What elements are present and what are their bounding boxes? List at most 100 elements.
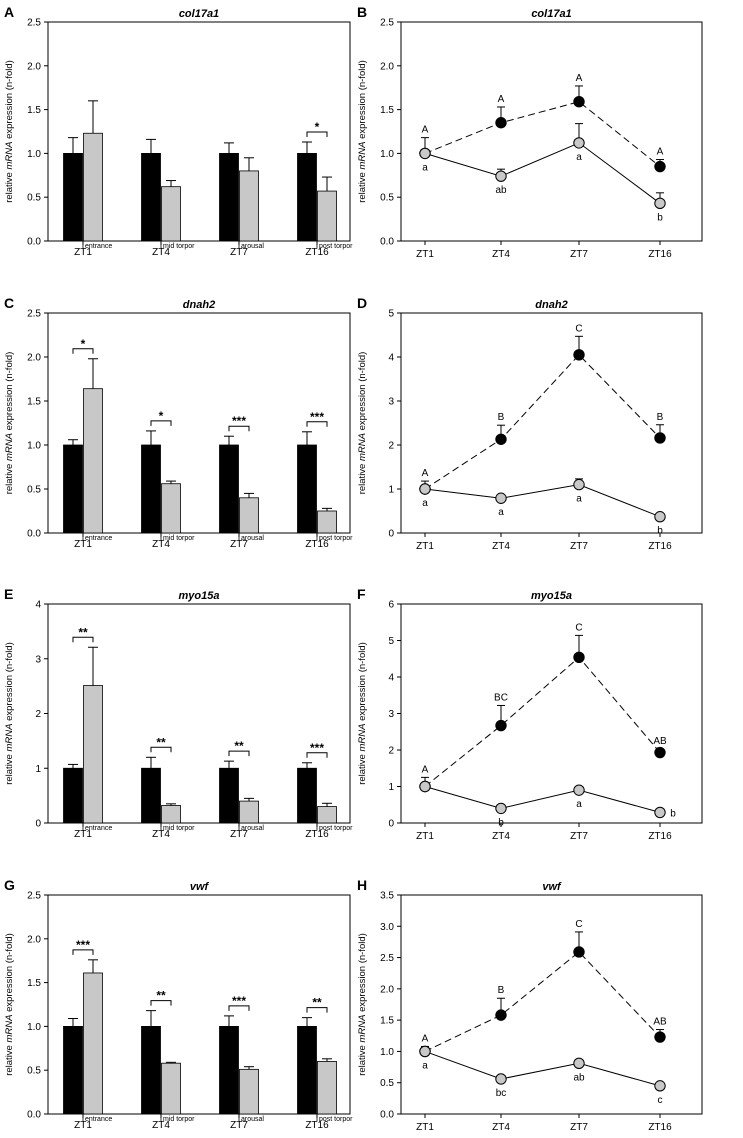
bar-control <box>141 767 161 824</box>
y-tick-label: 0.5 <box>380 1078 394 1089</box>
y-axis-label-pre: relative <box>4 170 15 203</box>
y-tick-label: 2.5 <box>27 309 41 320</box>
y-tick-label: 1.0 <box>27 441 41 452</box>
point-control <box>495 117 507 129</box>
panel-label: B <box>357 4 367 20</box>
y-axis-label-em: mRNA <box>357 142 368 170</box>
y-tick-label: 0.0 <box>27 237 41 248</box>
y-axis-label: relative mRNA expression (n-fold) <box>4 352 15 495</box>
point-torpor <box>419 1045 431 1058</box>
panel-label: F <box>357 586 366 602</box>
letter-upper: B <box>498 985 505 996</box>
x-tick-label: ZT16 <box>305 1120 329 1131</box>
y-tick-label: 2.0 <box>27 934 41 945</box>
x-tick-label: ZT4 <box>152 247 170 258</box>
y-tick-label: 0.5 <box>380 193 394 204</box>
y-tick-label: 0.0 <box>27 529 41 540</box>
y-tick-label: 0.5 <box>27 485 41 496</box>
significance-marker: ** <box>156 735 166 749</box>
x-tick-label: ZT1 <box>74 539 92 550</box>
significance-marker: ** <box>234 739 244 753</box>
letter-lower: a <box>498 507 504 518</box>
letter-lower: bc <box>496 1088 507 1099</box>
y-tick-label: 0 <box>388 529 394 540</box>
y-tick-label: 3.0 <box>380 922 394 933</box>
x-tick-label: ZT7 <box>570 249 588 260</box>
x-tick-label: ZT16 <box>648 541 672 552</box>
bar-torpor <box>83 972 103 1115</box>
point-control <box>654 1031 666 1043</box>
point-torpor <box>495 170 507 182</box>
state-label: post torpor <box>319 243 353 250</box>
y-tick-label: 2.5 <box>380 18 394 29</box>
panel-label: D <box>357 295 367 311</box>
point-torpor <box>654 806 666 819</box>
significance-bracket <box>150 746 172 753</box>
state-label: mid torpor <box>163 1116 195 1123</box>
y-axis-label: relative mRNA expression (n-fold) <box>357 933 368 1076</box>
significance-bracket <box>72 636 94 643</box>
significance-bracket <box>150 420 172 426</box>
letter-lower: c <box>658 1095 663 1106</box>
bar-torpor <box>161 1062 181 1115</box>
torpor-line <box>424 786 661 813</box>
bar-control <box>297 444 317 534</box>
letter-lower: a <box>422 1060 428 1071</box>
plot-frame <box>47 312 351 534</box>
torpor-line <box>424 1050 661 1087</box>
state-label: mid torpor <box>163 535 195 542</box>
state-label: arousal <box>241 535 264 542</box>
significance-bracket <box>150 1000 172 1006</box>
y-axis-label-em: mRNA <box>357 1015 368 1043</box>
y-tick-label: 1.5 <box>380 105 394 116</box>
y-axis-label-pre: relative <box>357 1043 368 1076</box>
y-axis-label-em: mRNA <box>4 724 15 752</box>
state-label: entrance <box>85 243 112 250</box>
y-tick-label: 2.5 <box>27 891 41 902</box>
y-axis-label-em: mRNA <box>357 724 368 752</box>
letter-upper: BC <box>494 692 508 703</box>
panel-label: A <box>4 4 14 20</box>
y-tick-label: 6 <box>388 600 394 611</box>
control-line <box>424 656 661 787</box>
point-control <box>654 746 666 759</box>
y-tick-label: 4 <box>388 353 394 364</box>
y-axis-label-em: mRNA <box>357 433 368 461</box>
chart-title: vwf <box>542 881 562 893</box>
panel-label: E <box>4 586 13 602</box>
bar-torpor <box>83 132 103 242</box>
bar-control <box>219 1026 239 1115</box>
y-axis-label: relative mRNA expression (n-fold) <box>357 352 368 495</box>
y-axis-label-em: mRNA <box>4 142 15 170</box>
significance-marker: ** <box>156 989 166 1003</box>
y-tick-label: 4 <box>388 673 394 684</box>
x-tick-label: ZT7 <box>570 1122 588 1133</box>
significance-bracket <box>72 949 94 955</box>
y-tick-label: 0.5 <box>27 1066 41 1077</box>
point-control <box>573 651 585 663</box>
bar-torpor <box>317 510 337 534</box>
letter-lower: a <box>422 498 428 509</box>
x-tick-label: ZT1 <box>74 829 92 840</box>
x-tick-label: ZT1 <box>416 831 434 842</box>
point-torpor <box>573 137 585 149</box>
y-axis-label-post: expression (n-fold) <box>4 933 15 1014</box>
significance-bracket <box>306 421 328 427</box>
letter-upper: AB <box>653 736 667 747</box>
y-axis-label-pre: relative <box>357 461 368 494</box>
y-tick-label: 2.0 <box>27 353 41 364</box>
chart-title: dnah2 <box>183 299 215 311</box>
point-torpor <box>419 780 431 793</box>
chart-title: col17a1 <box>531 8 571 20</box>
letter-upper: A <box>657 147 664 158</box>
x-tick-label: ZT16 <box>305 539 329 550</box>
significance-marker: *** <box>232 994 246 1008</box>
bar-control <box>297 767 317 824</box>
point-control <box>654 160 666 173</box>
